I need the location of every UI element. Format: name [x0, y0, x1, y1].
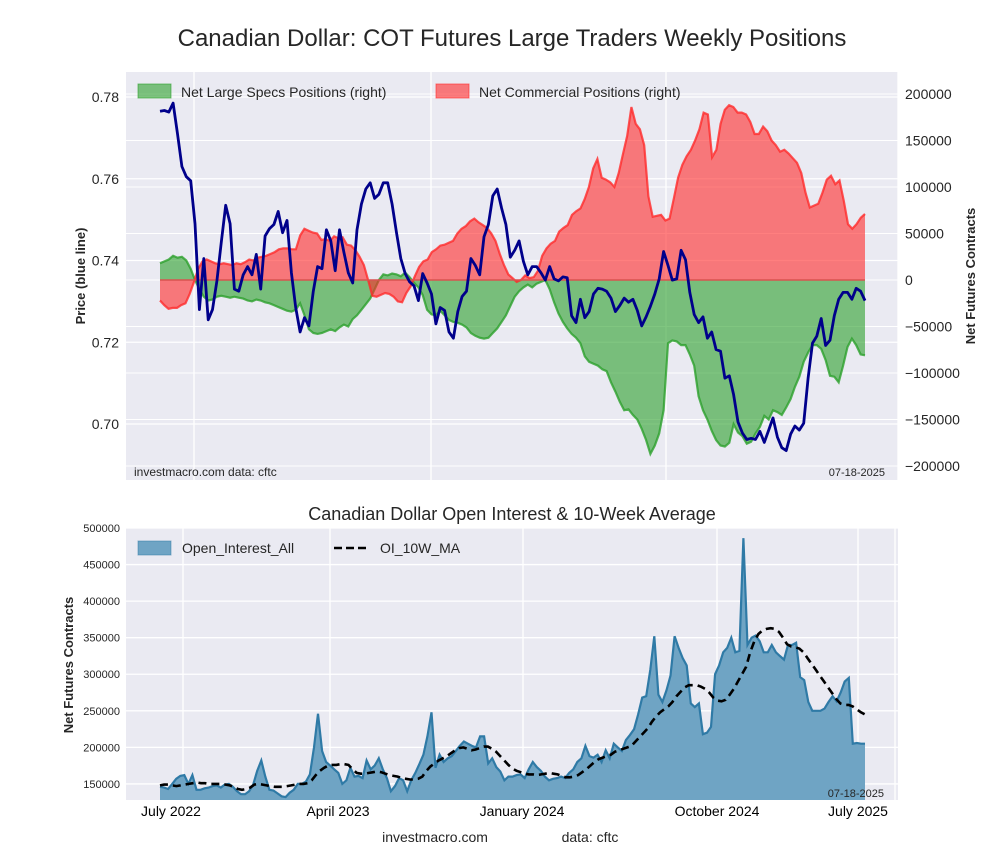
legend-swatch-oi — [137, 540, 172, 556]
ytick-right: 150000 — [905, 133, 952, 149]
legend-label-commercial: Net Commercial Positions (right) — [479, 84, 681, 100]
bottom-legend: Open_Interest_All OI_10W_MA — [137, 540, 461, 556]
top-annotation-left: investmacro.com data: cftc — [134, 465, 277, 479]
ytick-right: −50000 — [905, 319, 952, 335]
oi-fill — [160, 538, 865, 800]
ytick-right: 100000 — [905, 179, 952, 195]
ytick-left: 0.78 — [92, 89, 119, 105]
top-annotation-date: 07-18-2025 — [829, 467, 885, 479]
bottom-oi-area — [159, 538, 866, 800]
ytick: 450000 — [83, 560, 120, 572]
ytick: 250000 — [83, 706, 120, 718]
footer-data-source: data: cftc — [562, 829, 619, 845]
bottom-annotation-date: 07-18-2025 — [828, 788, 884, 800]
legend-label-ma: OI_10W_MA — [380, 540, 461, 556]
price-line — [159, 101, 867, 452]
top-legend: Net Large Specs Positions (right) Net Co… — [137, 83, 681, 100]
ytick: 500000 — [83, 523, 120, 535]
ytick-right: 200000 — [905, 86, 952, 102]
ytick-left: 0.70 — [92, 416, 119, 432]
xtick: July 2022 — [141, 803, 201, 819]
ytick: 200000 — [83, 742, 120, 754]
ytick-left: 0.76 — [92, 171, 119, 187]
bottom-tick-labels: 500000 450000 400000 350000 300000 250000 2000… — [83, 523, 888, 819]
specs-line — [159, 254, 866, 457]
ytick: 400000 — [83, 596, 120, 608]
bottom-title: Canadian Dollar Open Interest & 10-Week … — [308, 504, 716, 524]
oi-line — [159, 538, 865, 799]
ytick-right: 0 — [905, 272, 913, 288]
ytick-right: −100000 — [905, 365, 960, 381]
specs-fill — [160, 255, 865, 454]
ytick: 350000 — [83, 633, 120, 645]
legend-swatch-commercial — [435, 83, 470, 99]
main-title: Canadian Dollar: COT Futures Large Trade… — [178, 25, 847, 52]
top-ylabel-right: Net Futures Contracts — [963, 208, 978, 345]
ytick-right: 50000 — [905, 226, 944, 242]
footer-site: investmacro.com — [382, 829, 488, 845]
xtick: April 2023 — [306, 803, 369, 819]
ytick-right: −150000 — [905, 412, 960, 428]
ytick-right: −200000 — [905, 458, 960, 474]
xtick: July 2025 — [828, 803, 888, 819]
ytick-left: 0.72 — [92, 334, 119, 350]
legend-label-oi: Open_Interest_All — [182, 540, 294, 556]
ytick-left: 0.74 — [92, 253, 119, 269]
top-tick-labels: 0.78 0.76 0.74 0.72 0.70 200000 150000 100000 50… — [92, 86, 960, 474]
ma-line — [159, 626, 866, 792]
top-price-line-group — [159, 101, 867, 452]
bottom-ylabel: Net Futures Contracts — [61, 597, 76, 734]
xtick: October 2024 — [675, 803, 760, 819]
legend-label-specs: Net Large Specs Positions (right) — [181, 84, 386, 100]
xtick: January 2024 — [480, 803, 565, 819]
legend-swatch-specs — [137, 83, 172, 99]
commercial-line — [159, 103, 866, 310]
ytick: 150000 — [83, 779, 120, 791]
top-ylabel-left: Price (blue line) — [73, 228, 88, 325]
ytick: 300000 — [83, 669, 120, 681]
